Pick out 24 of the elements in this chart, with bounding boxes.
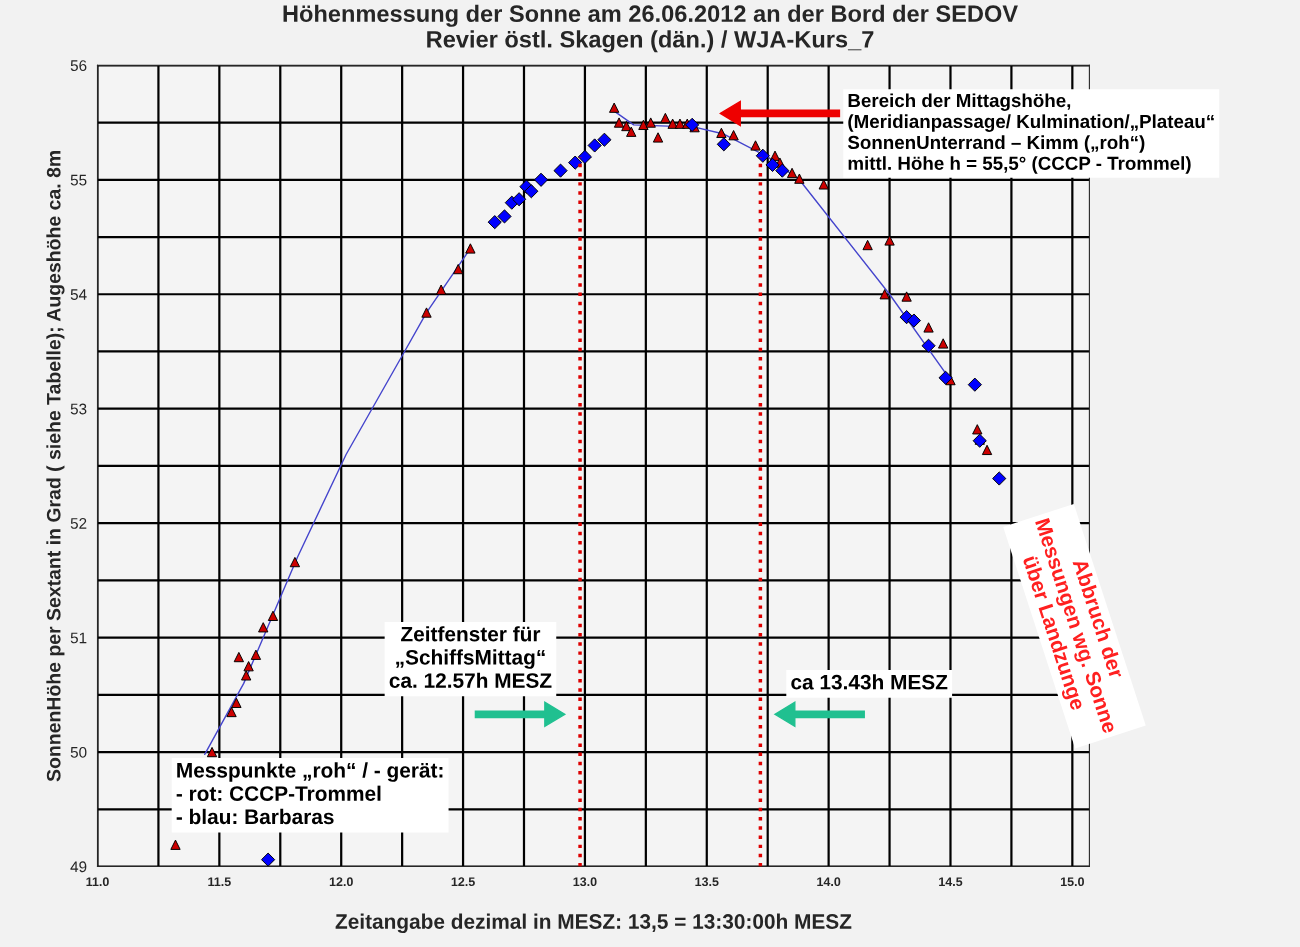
x-tick-label: 11.5 (208, 877, 231, 887)
y-tick-label: 49 (70, 861, 87, 873)
x-tick-label: 12.5 (451, 877, 475, 887)
x-axis-title: Zeitangabe dezimal in MESZ: 13,5 = 13:30:00h MESZ (335, 913, 852, 934)
y-tick-label: 54 (70, 289, 87, 300)
annotation: Zeitfenster für „SchiffsMittag“ ca. 12.57h MESZ (389, 626, 552, 688)
x-tick-label: 13.0 (573, 877, 597, 887)
y-tick-label: 51 (70, 632, 87, 644)
y-tick-label: 50 (70, 746, 87, 758)
x-tick-label: 14.0 (817, 877, 841, 887)
annotation: Bereich der Mittagshöhe, (Meridianpassage/ Kulmination/„Plateau“ SonnenUnterrand – Kimm („roh“) mittl. Höhe h = 55,5° (CCCP - Trommel) (847, 93, 1214, 174)
x-tick-label: 11.0 (86, 877, 109, 887)
annotation: ca 13.43h MESZ (791, 674, 948, 690)
x-tick-label: 12.0 (329, 877, 353, 887)
x-tick-label: 14.5 (939, 877, 963, 887)
annotation: Messpunkte „roh“ / - gerät: - rot: CCCP-Trommel - blau: Barbaras (176, 762, 443, 825)
y-tick-label: 52 (70, 518, 87, 529)
x-tick-label: 15.0 (1060, 877, 1084, 887)
y-tick-label: 55 (70, 174, 87, 186)
x-tick-label: 13.5 (695, 877, 719, 887)
chart-title: Höhenmessung der Sonne am 26.06.2012 an der Bord der SEDOV Revier östl. Skagen (dän.) / WJA-Kurs_7 (283, 4, 1018, 53)
y-axis-title: SonnenHöhe per Sextant in Grad ( siehe Tabelle); Augeshöhe ca. 8m (46, 151, 65, 782)
y-tick-label: 56 (70, 60, 87, 72)
y-tick-label: 53 (70, 403, 87, 415)
